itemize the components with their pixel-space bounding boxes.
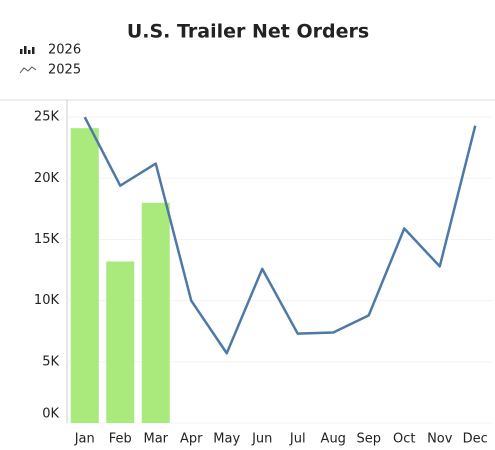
bar (70, 128, 99, 424)
legend-icon (20, 49, 23, 54)
legend-icon (32, 47, 35, 54)
bar (106, 261, 135, 423)
y-tick-label: 0K (42, 407, 59, 422)
legend-label: 2026 (48, 43, 81, 58)
bar (141, 202, 170, 423)
legend-icon (19, 66, 37, 74)
x-tick-label: Mar (143, 432, 168, 447)
x-tick-label: Oct (393, 432, 415, 447)
x-tick-label: Jan (74, 432, 95, 447)
x-tick-label: Apr (180, 432, 203, 447)
x-tick-label: Jul (289, 432, 306, 447)
x-tick-label: Dec (463, 432, 488, 447)
y-tick-label: 15K (34, 232, 60, 247)
x-tick-label: Feb (109, 432, 132, 447)
chart-title: U.S. Trailer Net Orders (127, 21, 369, 43)
legend-label: 2025 (48, 63, 81, 78)
y-tick-label: 25K (34, 110, 60, 125)
legend-icon (24, 46, 27, 54)
legend-icon (28, 50, 31, 54)
line (83, 116, 477, 355)
x-tick-label: Jun (251, 432, 272, 447)
y-tick-label: 10K (34, 293, 60, 308)
x-tick-label: May (213, 432, 240, 447)
y-tick-label: 5K (42, 354, 59, 369)
y-tick-label: 20K (34, 171, 60, 186)
x-tick-label: Sep (356, 432, 381, 447)
x-tick-label: Aug (321, 432, 346, 447)
x-tick-label: Nov (427, 432, 453, 447)
